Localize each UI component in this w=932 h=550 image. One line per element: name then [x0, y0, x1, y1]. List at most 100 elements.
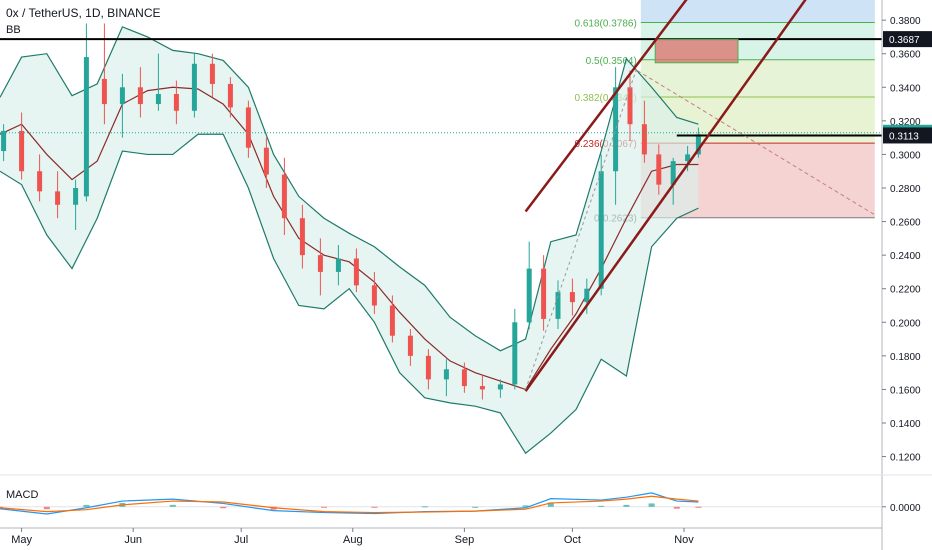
- macd-line: [0, 492, 699, 515]
- x-tick-label: Jun: [124, 534, 142, 546]
- chart-title: 0x / TetherUS, 1D, BINANCE: [6, 6, 161, 20]
- candle-body: [371, 285, 377, 306]
- candle-body: [641, 124, 647, 155]
- x-tick-label: Oct: [564, 534, 581, 546]
- macd-hist-bar: [371, 506, 378, 508]
- candle-body: [407, 335, 413, 356]
- candle-body: [19, 130, 25, 172]
- fib-level-label: 0.382(0.3342): [575, 93, 637, 104]
- candle-body: [541, 268, 547, 319]
- candle-body: [245, 107, 251, 148]
- candle-body: [101, 78, 107, 105]
- x-tick-label: Aug: [343, 534, 363, 546]
- candle-body: [555, 292, 561, 319]
- macd-hist-bar: [695, 506, 702, 508]
- target-box: [654, 38, 739, 64]
- candle-body: [670, 161, 676, 185]
- candle-body: [1, 130, 7, 152]
- y-tick-label: 0.2800: [890, 184, 921, 195]
- macd-hist-bar: [598, 505, 605, 507]
- candle-body: [209, 63, 215, 84]
- y-tick-label: 0.1400: [890, 419, 921, 430]
- y-tick-label: 0.2000: [890, 318, 921, 329]
- candle-body: [584, 288, 590, 303]
- fib-level-label: 0.5(0.3564): [586, 56, 637, 67]
- candle-body: [695, 134, 701, 155]
- indicator-label-macd: MACD: [6, 489, 39, 501]
- y-tick-label: 0.3600: [890, 50, 921, 61]
- candle-body: [137, 87, 143, 105]
- macd-hist-bar: [522, 505, 529, 507]
- fib-trend-dashed: [525, 66, 638, 390]
- price-badge-support: [883, 127, 932, 144]
- candle-body: [335, 258, 341, 272]
- candle-body: [497, 384, 503, 390]
- indicator-label-bb: BB: [6, 24, 21, 36]
- projection-dashed: [636, 70, 876, 216]
- candle-body: [656, 154, 662, 185]
- price-badge-support-text: 0.3113: [889, 131, 919, 142]
- x-tick-label: May: [11, 534, 32, 546]
- macd-y-tick-label: 0.0000: [890, 503, 921, 514]
- macd-hist-bar: [547, 502, 554, 507]
- y-tick-label: 0.2400: [890, 251, 921, 262]
- y-tick-label: 0.3400: [890, 83, 921, 94]
- candle-body: [425, 355, 431, 380]
- candle-body: [119, 87, 125, 105]
- candle-body: [461, 369, 467, 387]
- y-tick-label: 0.1800: [890, 352, 921, 363]
- macd-hist-bar: [472, 506, 479, 508]
- macd-hist-bar: [220, 506, 227, 509]
- candle-body: [227, 83, 233, 108]
- x-tick-label: Sep: [455, 534, 475, 546]
- macd-signal-line: [0, 495, 699, 514]
- candle-body: [512, 322, 518, 385]
- macd-hist-bar: [43, 506, 50, 510]
- bollinger-fill: [0, 26, 699, 454]
- candle-body: [83, 57, 89, 197]
- channel-upper-line: [524, 0, 688, 213]
- candle-body: [443, 369, 449, 380]
- candle-body: [627, 87, 633, 125]
- macd-hist-bar: [169, 504, 176, 507]
- candle-body: [526, 268, 532, 323]
- candle-body: [263, 147, 269, 175]
- bollinger-upper: [0, 26, 699, 352]
- candle-body: [389, 305, 395, 336]
- y-tick-label: 0.2200: [890, 285, 921, 296]
- macd-hist-bar: [321, 506, 327, 508]
- candle-body: [155, 94, 161, 105]
- fib-level-label: 0.618(0.3786): [575, 18, 637, 29]
- candle-body: [317, 255, 323, 272]
- y-tick-label: 0.3200: [890, 117, 921, 128]
- price-badge-resistance: [883, 31, 932, 48]
- candle-body: [281, 174, 287, 219]
- y-tick-label: 0.2600: [890, 218, 921, 229]
- macd-hist-bar: [623, 504, 630, 507]
- candle-body: [613, 87, 619, 172]
- y-tick-label: 0.1600: [890, 385, 921, 396]
- candle-body: [353, 258, 359, 286]
- candle-body: [55, 191, 61, 205]
- macd-hist-bar: [83, 504, 90, 507]
- channel-lower-line: [524, 0, 807, 392]
- candle-body: [299, 218, 305, 256]
- x-tick-label: Nov: [674, 534, 694, 546]
- x-tick-label: Jul: [234, 534, 248, 546]
- macd-hist-bar: [673, 506, 680, 509]
- candle-body: [569, 292, 575, 303]
- candle-body: [598, 171, 604, 289]
- y-tick-label: 0.3000: [890, 150, 921, 161]
- macd-hist-bar: [421, 506, 428, 508]
- candle-body: [73, 188, 79, 205]
- candle-body: [479, 386, 485, 390]
- fib-zone: [640, 0, 875, 23]
- y-tick-label: 0.3800: [890, 16, 921, 27]
- y-tick-label: 0.1200: [890, 453, 921, 464]
- bollinger-lower: [0, 133, 699, 455]
- candle-body: [37, 171, 43, 192]
- candle-body: [173, 94, 179, 111]
- candle-body: [191, 63, 197, 111]
- candle-body: [685, 154, 691, 162]
